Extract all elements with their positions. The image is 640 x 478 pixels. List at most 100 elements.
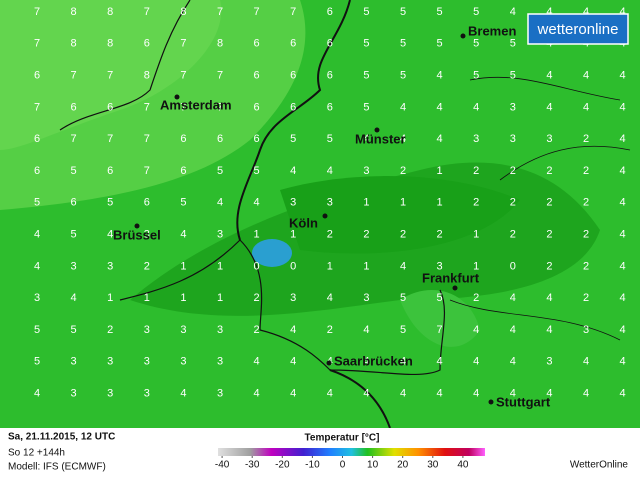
colorbar-tick-label: -40 [215, 460, 230, 471]
temperature-value: 3 [546, 356, 552, 368]
temperature-value: 4 [400, 101, 406, 113]
colorbar-tick-label: -10 [305, 460, 320, 471]
temperature-value: 4 [34, 229, 40, 241]
temperature-value: 4 [180, 388, 186, 400]
temperature-value: 4 [217, 197, 223, 209]
temperature-value: 4 [546, 292, 552, 304]
state-border [449, 76, 631, 341]
temperature-value: 2 [510, 197, 516, 209]
colorbar [218, 448, 485, 456]
temperature-value: 3 [107, 356, 113, 368]
temperature-value: 5 [180, 197, 186, 209]
temperature-value: 3 [144, 356, 150, 368]
temperature-value: 1 [180, 292, 186, 304]
temperature-value: 1 [400, 197, 406, 209]
temperature-value: 4 [620, 356, 626, 368]
temperature-value: 5 [510, 70, 516, 82]
temperature-value: 3 [290, 292, 296, 304]
temperature-value: 7 [34, 101, 40, 113]
city-dot [326, 360, 332, 366]
temperature-value: 2 [473, 165, 479, 177]
temperature-value: 4 [583, 356, 589, 368]
temperature-value: 7 [217, 101, 223, 113]
temperature-value: 7 [437, 324, 443, 336]
temperature-value: 4 [620, 229, 626, 241]
temperature-value: 1 [437, 197, 443, 209]
temperature-value: 3 [144, 229, 150, 241]
temperature-value: 2 [327, 324, 333, 336]
temperature-value: 3 [327, 197, 333, 209]
temperature-value: 4 [437, 388, 443, 400]
temperature-value: 6 [290, 70, 296, 82]
temperature-value: 4 [180, 229, 186, 241]
temperature-value: 4 [620, 165, 626, 177]
temperature-value: 1 [290, 229, 296, 241]
temperature-value: 2 [327, 229, 333, 241]
temperature-value: 1 [217, 292, 223, 304]
temperature-value: 4 [620, 70, 626, 82]
temperature-value: 6 [254, 70, 260, 82]
temperature-value: 0 [510, 260, 516, 272]
temperature-value: 3 [583, 324, 589, 336]
temperature-value: 6 [254, 101, 260, 113]
temperature-value: 4 [363, 133, 369, 145]
model: Modell: IFS (ECMWF) [8, 462, 106, 473]
temperature-value: 5 [34, 324, 40, 336]
temperature-value: 4 [327, 165, 333, 177]
border [119, 239, 446, 376]
temperature-value: 5 [473, 38, 479, 50]
temperature-value: 5 [363, 38, 369, 50]
temperature-value: 4 [363, 324, 369, 336]
city-dot [374, 127, 380, 133]
temperature-value: 5 [400, 38, 406, 50]
temperature-value: 4 [620, 101, 626, 113]
temperature-value: 4 [327, 388, 333, 400]
warm-region [0, 0, 222, 150]
temperature-value: 3 [107, 260, 113, 272]
temperature-value: 2 [546, 197, 552, 209]
temperature-value: 4 [546, 324, 552, 336]
temperature-value: 7 [144, 101, 150, 113]
temperature-value: 3 [107, 388, 113, 400]
temperature-value: 2 [583, 165, 589, 177]
temperature-value: 6 [144, 38, 150, 50]
temperature-value: 6 [180, 133, 186, 145]
temperature-value: 5 [290, 133, 296, 145]
temperature-value: 4 [473, 101, 479, 113]
temperature-value: 1 [217, 260, 223, 272]
temperature-value: 2 [546, 229, 552, 241]
temperature-value: 3 [217, 388, 223, 400]
temperature-value: 4 [363, 356, 369, 368]
city-label: Münster [355, 131, 406, 146]
temperature-value: 6 [327, 70, 333, 82]
temperature-value: 3 [510, 101, 516, 113]
temperature-value: 7 [144, 165, 150, 177]
temperature-value: 3 [144, 388, 150, 400]
temperature-value: 2 [400, 229, 406, 241]
temperature-value: 7 [107, 70, 113, 82]
temperature-value: 4 [437, 70, 443, 82]
temperature-value: 4 [583, 388, 589, 400]
temperature-value: 1 [473, 229, 479, 241]
city-dot [322, 213, 328, 219]
warm-region [400, 290, 480, 347]
city-label: Stuttgart [496, 394, 551, 409]
temperature-value: 4 [437, 133, 443, 145]
temperature-value: 5 [400, 324, 406, 336]
temperature-value: 1 [180, 260, 186, 272]
temperature-value: 6 [107, 101, 113, 113]
temperature-value: 6 [144, 197, 150, 209]
temperature-value: 6 [327, 6, 333, 18]
temperature-value: 5 [71, 229, 77, 241]
temperature-value: 6 [254, 38, 260, 50]
legend-title: Temperatur [°C] [305, 433, 380, 444]
temperature-value: 2 [583, 229, 589, 241]
temperature-value: 8 [71, 6, 77, 18]
colorbar-tick-label: -30 [245, 460, 260, 471]
city-label: Saarbrücken [334, 353, 413, 368]
temperature-value: 4 [546, 70, 552, 82]
temperature-value: 0 [290, 260, 296, 272]
temperature-value: 6 [71, 197, 77, 209]
